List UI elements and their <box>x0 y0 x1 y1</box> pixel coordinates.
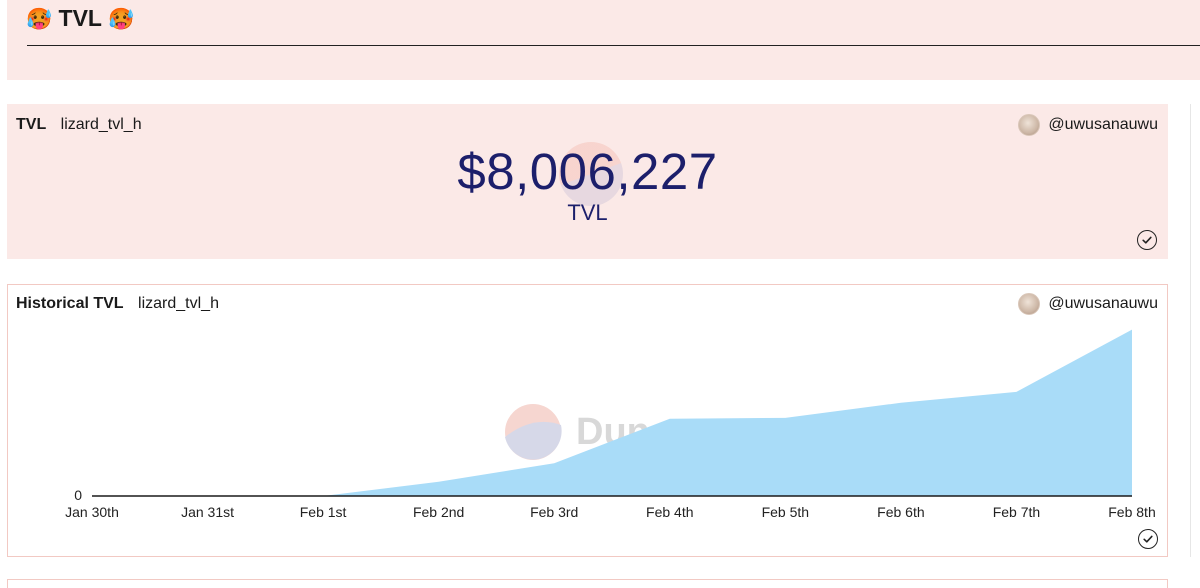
dune-watermark-icon <box>559 142 623 206</box>
check-circle-icon <box>1137 230 1157 250</box>
author-handle: @uwusanauwu <box>1048 116 1158 133</box>
y-axis-ticks: 0 <box>74 487 82 503</box>
chart-card-query-link[interactable]: lizard_tvl_h <box>138 295 219 312</box>
counter-label: TVL <box>567 200 608 225</box>
tvl-counter-card: TVL lizard_tvl_h @uwusanauwu $8,006,227 … <box>7 104 1168 259</box>
dashboard-header: 🥵 TVL 🥵 <box>7 0 1200 80</box>
x-tick-label: Feb 3rd <box>530 504 578 520</box>
chart-card-title[interactable]: Historical TVL <box>16 295 124 312</box>
next-card-edge <box>7 579 1168 588</box>
counter-card-author[interactable]: @uwusanauwu <box>1018 114 1158 136</box>
y-tick-label: 0 <box>74 487 82 503</box>
chart-card-author[interactable]: @uwusanauwu <box>1018 293 1158 315</box>
page-title: 🥵 TVL 🥵 <box>26 4 134 34</box>
x-tick-label: Feb 7th <box>993 504 1040 520</box>
hot-face-emoji-left: 🥵 <box>26 8 53 31</box>
counter-value: $8,006,227 <box>457 143 718 200</box>
chart-card-header: Historical TVL lizard_tvl_h <box>16 295 219 313</box>
x-tick-label: Feb 8th <box>1108 504 1155 520</box>
historical-tvl-chart-card: Historical TVL lizard_tvl_h @uwusanauwu … <box>7 284 1168 557</box>
counter-card-header: TVL lizard_tvl_h <box>16 116 142 134</box>
title-divider <box>27 45 1200 46</box>
adjacent-card-edge <box>1190 104 1200 557</box>
tvl-area-series <box>92 329 1132 496</box>
historical-tvl-area-chart: Dune Jan 30th Jan 31st Feb 1st Feb 2nd Feb 3… <box>65 329 1156 520</box>
counter-card-query-link[interactable]: lizard_tvl_h <box>60 116 142 133</box>
check-circle-icon <box>1138 529 1158 549</box>
avatar <box>1018 293 1041 315</box>
x-tick-label: Jan 31st <box>181 504 234 520</box>
x-tick-label: Feb 1st <box>300 504 347 520</box>
x-axis-ticks: Jan 30th Jan 31st Feb 1st Feb 2nd Feb 3rd Feb… <box>65 504 1156 520</box>
author-handle: @uwusanauwu <box>1048 295 1158 312</box>
dune-watermark: Dune <box>505 404 671 460</box>
hot-face-emoji-right: 🥵 <box>107 8 135 31</box>
x-tick-label: Feb 6th <box>877 504 924 520</box>
dune-watermark-icon-lower <box>505 421 562 460</box>
avatar <box>1018 114 1041 136</box>
x-tick-label: Feb 2nd <box>413 504 464 520</box>
x-tick-label: Feb 5th <box>762 504 809 520</box>
counter-card-title[interactable]: TVL <box>16 116 47 133</box>
x-tick-label: Jan 30th <box>65 504 119 520</box>
page-title-text: TVL <box>58 5 102 31</box>
x-tick-label: Feb 4th <box>646 504 693 520</box>
